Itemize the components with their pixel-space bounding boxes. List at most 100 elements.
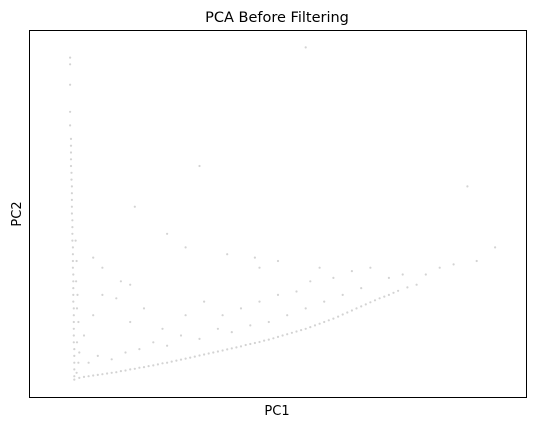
data-point bbox=[75, 371, 78, 374]
data-point bbox=[73, 378, 76, 381]
data-point bbox=[92, 256, 95, 259]
data-point bbox=[397, 289, 400, 292]
data-point bbox=[239, 307, 243, 310]
data-point bbox=[179, 358, 183, 361]
data-point bbox=[230, 331, 233, 334]
data-point bbox=[230, 347, 233, 350]
data-point bbox=[355, 307, 358, 310]
data-point bbox=[129, 368, 132, 371]
data-point bbox=[309, 280, 312, 283]
data-point bbox=[73, 348, 76, 351]
data-point bbox=[286, 314, 289, 317]
data-point bbox=[378, 297, 381, 300]
data-point bbox=[75, 341, 79, 344]
data-point bbox=[82, 334, 86, 337]
data-point bbox=[304, 307, 307, 310]
data-point bbox=[72, 320, 75, 324]
data-point bbox=[193, 355, 196, 358]
data-point bbox=[290, 331, 293, 334]
data-point bbox=[401, 273, 404, 276]
data-point bbox=[276, 335, 280, 338]
data-point bbox=[221, 349, 224, 352]
data-point bbox=[387, 293, 390, 296]
data-point bbox=[124, 351, 127, 354]
data-point bbox=[152, 364, 155, 367]
data-point bbox=[119, 370, 122, 373]
data-point bbox=[494, 246, 497, 249]
data-point bbox=[272, 337, 275, 340]
data-point bbox=[184, 357, 187, 360]
data-point bbox=[110, 358, 113, 361]
data-point bbox=[323, 300, 326, 303]
data-point bbox=[304, 46, 307, 49]
data-point bbox=[300, 329, 303, 332]
data-point bbox=[387, 276, 390, 279]
data-point bbox=[77, 361, 80, 364]
data-point bbox=[124, 369, 127, 372]
data-point bbox=[70, 171, 73, 174]
data-point bbox=[115, 371, 118, 374]
data-point bbox=[276, 259, 280, 263]
data-point bbox=[71, 266, 74, 269]
data-point bbox=[166, 344, 169, 347]
data-point bbox=[71, 239, 74, 242]
data-point bbox=[72, 341, 75, 344]
data-point bbox=[267, 320, 270, 324]
data-point bbox=[72, 300, 75, 303]
data-point bbox=[212, 351, 215, 354]
data-point bbox=[73, 354, 76, 357]
data-point bbox=[72, 293, 75, 296]
data-point bbox=[392, 291, 395, 294]
data-point bbox=[249, 342, 252, 346]
data-point bbox=[295, 290, 298, 293]
data-point bbox=[74, 239, 77, 242]
data-point bbox=[438, 266, 441, 269]
data-point bbox=[161, 327, 164, 330]
data-point bbox=[175, 359, 178, 362]
data-point bbox=[69, 164, 73, 168]
data-point bbox=[318, 266, 321, 269]
data-point bbox=[78, 376, 81, 379]
data-point bbox=[76, 293, 79, 296]
data-point bbox=[350, 270, 353, 273]
data-point bbox=[249, 324, 252, 327]
data-point bbox=[71, 259, 74, 263]
data-point bbox=[72, 307, 75, 310]
data-point bbox=[69, 110, 72, 113]
data-point bbox=[221, 314, 224, 317]
data-points bbox=[69, 46, 497, 381]
data-point bbox=[156, 363, 159, 366]
data-point bbox=[369, 301, 372, 304]
data-point bbox=[258, 300, 261, 303]
data-point bbox=[216, 350, 219, 353]
data-point bbox=[198, 354, 201, 357]
data-point bbox=[258, 340, 261, 344]
data-point bbox=[239, 345, 243, 348]
data-point bbox=[71, 226, 74, 229]
data-point bbox=[69, 63, 72, 66]
data-point bbox=[69, 56, 72, 59]
data-point bbox=[466, 185, 469, 188]
data-point bbox=[360, 287, 363, 290]
data-point bbox=[133, 367, 136, 370]
data-point bbox=[69, 151, 73, 154]
data-point bbox=[133, 205, 136, 208]
data-point bbox=[147, 365, 150, 368]
data-point bbox=[244, 343, 247, 347]
y-axis-label: PC2 bbox=[10, 201, 25, 226]
data-point bbox=[198, 164, 201, 168]
data-point bbox=[350, 309, 353, 312]
data-point bbox=[115, 297, 118, 300]
data-point bbox=[70, 212, 73, 215]
data-point bbox=[258, 266, 261, 269]
data-point bbox=[332, 317, 335, 320]
data-point bbox=[75, 280, 78, 283]
data-point bbox=[119, 280, 122, 283]
data-point bbox=[318, 322, 321, 325]
data-point bbox=[373, 299, 377, 302]
data-point bbox=[101, 373, 104, 376]
chart-title: PCA Before Filtering bbox=[205, 10, 349, 26]
data-point bbox=[82, 375, 86, 378]
